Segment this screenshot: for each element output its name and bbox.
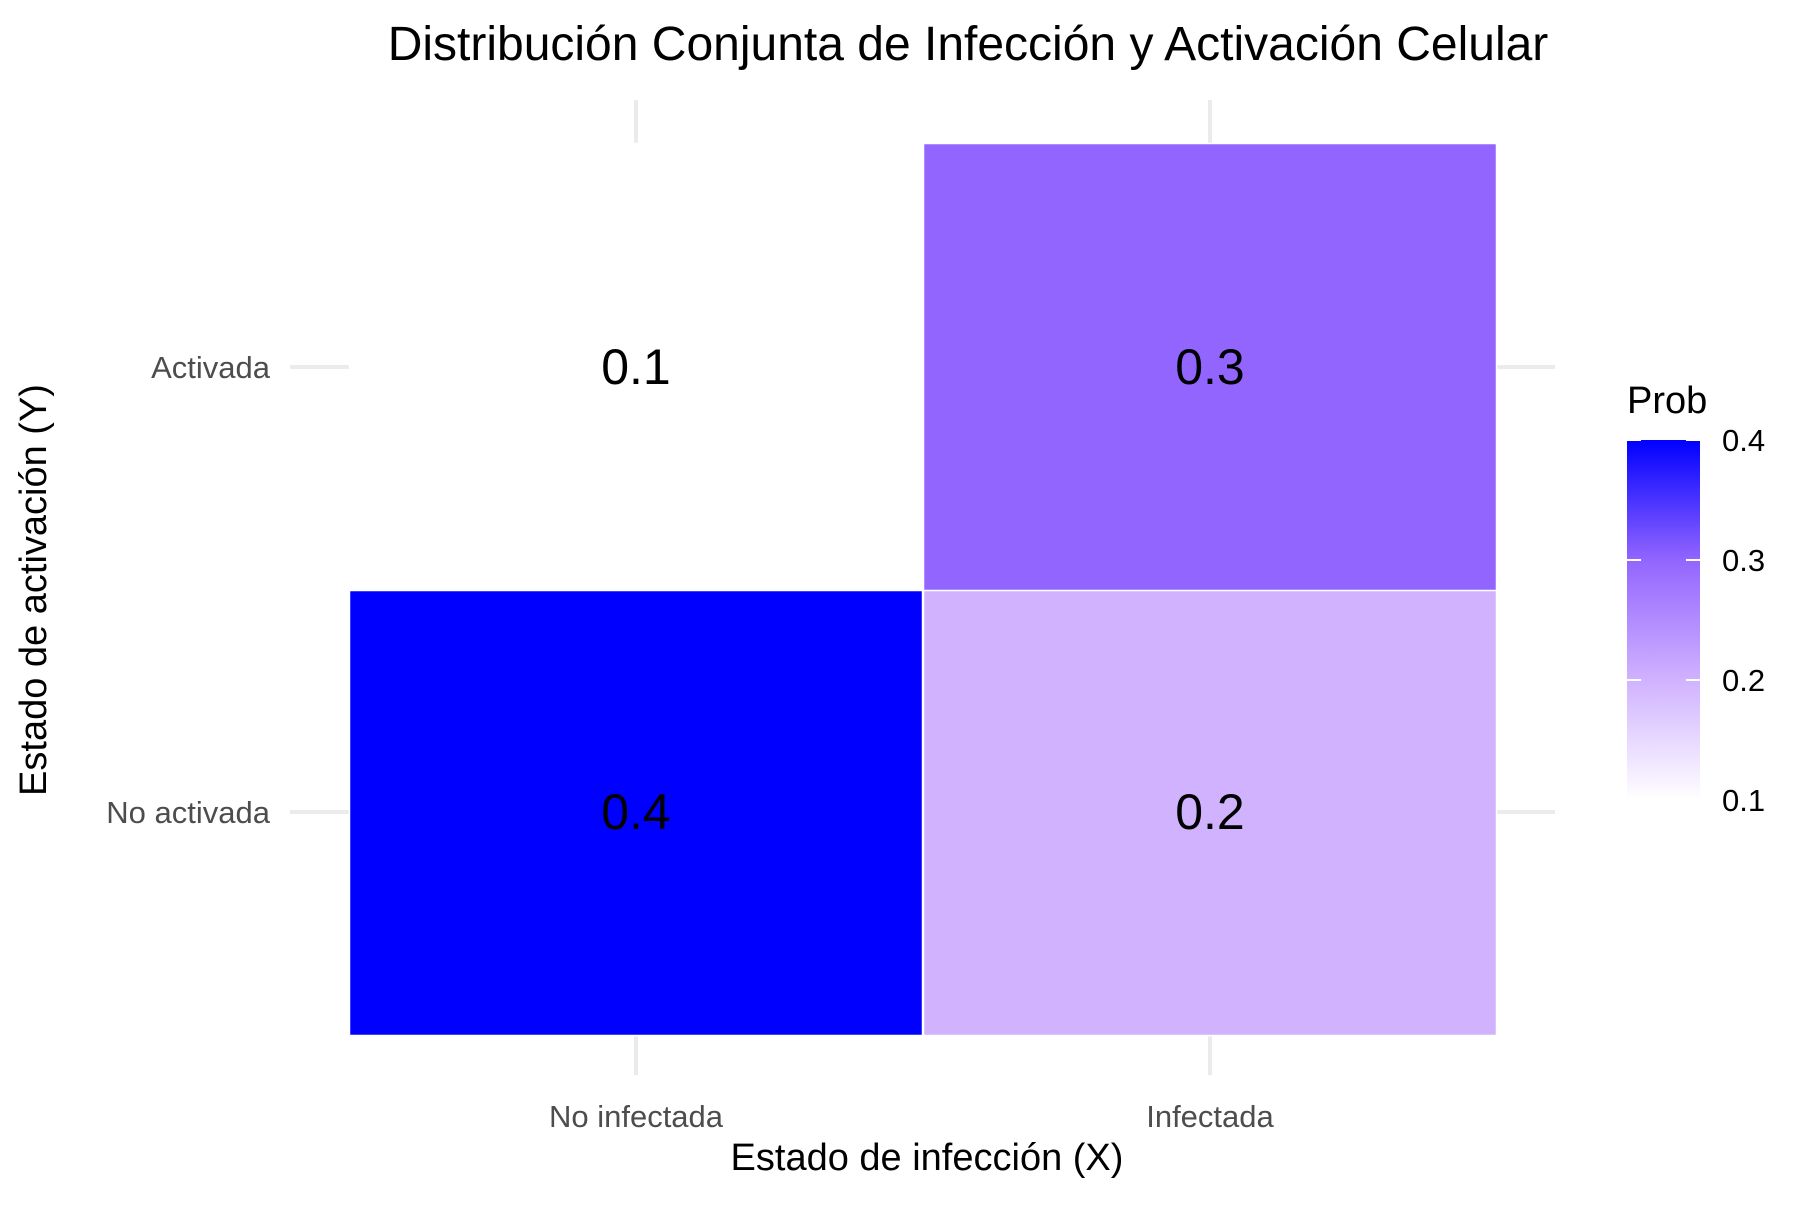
cell-labels: 0.4 0.1 0.2 0.3 [601,339,1245,840]
legend-tick-label-0-2: 0.2 [1722,663,1765,698]
cell-label-no-infectada-activada: 0.1 [601,339,671,395]
tile-no-infectada-activada [348,142,924,592]
color-legend: Prob 0.1 0.2 0.3 0.4 [1627,380,1765,818]
tile-no-infectada-no-activada [348,587,924,1037]
y-axis-title: Estado de activación (Y) [13,384,55,796]
legend-tick-label-0-4: 0.4 [1722,423,1765,458]
heatmap-tiles [348,142,1498,1037]
x-axis-title: Estado de infección (X) [731,1137,1124,1179]
cell-label-no-infectada-no-activada: 0.4 [601,784,671,840]
y-tick-label-no-activada: No activada [106,795,270,830]
legend-tick-label-0-1: 0.1 [1722,783,1765,818]
cell-label-infectada-no-activada: 0.2 [1175,784,1245,840]
cell-label-infectada-activada: 0.3 [1175,339,1245,395]
tile-infectada-no-activada [922,587,1498,1037]
legend-colorbar [1627,440,1700,800]
x-tick-label-no-infectada: No infectada [549,1099,724,1134]
tile-infectada-activada [922,142,1498,592]
chart-title: Distribución Conjunta de Infección y Act… [388,18,1549,71]
legend-title: Prob [1627,380,1707,422]
y-tick-label-activada: Activada [151,350,271,385]
legend-ticks: 0.1 0.2 0.3 0.4 [1627,423,1765,818]
y-axis-ticks: No activada Activada [106,350,270,830]
x-tick-label-infectada: Infectada [1146,1099,1274,1134]
x-axis-ticks: No infectada Infectada [549,1099,1275,1134]
legend-tick-label-0-3: 0.3 [1722,543,1765,578]
